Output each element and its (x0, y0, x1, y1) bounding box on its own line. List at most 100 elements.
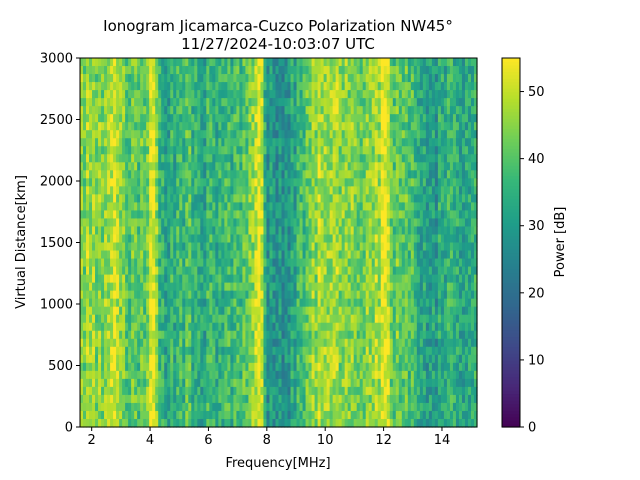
heatmap-cell (164, 106, 168, 115)
heatmap-cell (332, 186, 337, 195)
heatmap-cell (101, 322, 105, 332)
heatmap-cell (314, 210, 319, 220)
heatmap-cell (236, 58, 240, 67)
heatmap-cell (371, 242, 376, 252)
heatmap-cell (146, 146, 150, 155)
heatmap-cell (206, 170, 210, 179)
heatmap-cell (305, 66, 310, 75)
heatmap-cell (329, 354, 334, 364)
heatmap-cell (398, 234, 403, 244)
heatmap-cell (197, 298, 201, 308)
heatmap-cell (140, 130, 144, 139)
heatmap-cell (182, 386, 186, 396)
heatmap-cell (377, 410, 382, 420)
heatmap-cell (254, 250, 259, 260)
heatmap-cell (95, 186, 99, 195)
heatmap-cell (146, 162, 150, 171)
heatmap-cell (359, 386, 364, 396)
heatmap-cell (116, 194, 120, 203)
heatmap-cell (386, 306, 391, 316)
heatmap-cell (83, 370, 87, 380)
heatmap-cell (101, 90, 105, 99)
heatmap-cell (80, 90, 84, 99)
heatmap-cell (227, 178, 231, 187)
heatmap-cell (263, 330, 268, 340)
heatmap-cell (236, 338, 240, 348)
heatmap-cell (110, 154, 114, 163)
heatmap-cell (386, 186, 391, 195)
heatmap-cell (140, 250, 144, 260)
heatmap-cell (338, 274, 343, 284)
heatmap-cell (86, 74, 90, 83)
heatmap-cell (116, 290, 120, 300)
heatmap-cell (116, 202, 120, 212)
heatmap-cell (107, 162, 111, 171)
heatmap-cell (239, 354, 244, 364)
heatmap-cell (368, 362, 373, 372)
heatmap-cell (122, 378, 126, 388)
heatmap-cell (320, 266, 325, 276)
heatmap-cell (281, 74, 286, 83)
heatmap-cell (266, 202, 271, 212)
heatmap-cell (143, 354, 147, 364)
heatmap-cell (317, 186, 322, 195)
heatmap-cell (335, 202, 340, 212)
heatmap-cell (137, 194, 141, 203)
heatmap-cell (212, 178, 216, 187)
heatmap-cell (161, 346, 165, 356)
heatmap-cell (392, 418, 397, 428)
heatmap-cell (215, 370, 219, 380)
heatmap-cell (80, 362, 84, 372)
heatmap-cell (371, 122, 376, 131)
heatmap-cell (332, 202, 337, 212)
heatmap-cell (323, 274, 328, 284)
heatmap-cell (188, 218, 192, 228)
heatmap-cell (242, 90, 247, 99)
heatmap-cell (311, 66, 316, 75)
heatmap-cell (101, 82, 105, 91)
heatmap-cell (206, 194, 210, 203)
heatmap-cell (119, 370, 123, 380)
heatmap-cell (218, 370, 222, 380)
heatmap-cell (137, 370, 141, 380)
heatmap-cell (404, 82, 409, 91)
heatmap-cell (317, 418, 322, 428)
heatmap-cell (125, 186, 129, 195)
heatmap-cell (167, 386, 171, 396)
heatmap-cell (254, 130, 259, 139)
heatmap-cell (206, 346, 210, 356)
heatmap-cell (377, 306, 382, 316)
heatmap-cell (89, 242, 93, 252)
heatmap-cell (293, 386, 298, 396)
heatmap-cell (374, 266, 379, 276)
heatmap-cell (185, 362, 189, 372)
heatmap-cell (275, 362, 280, 372)
heatmap-cell (284, 146, 289, 155)
heatmap-cell (314, 106, 319, 115)
heatmap-cell (386, 154, 391, 163)
heatmap-cell (335, 90, 340, 99)
heatmap-cell (302, 98, 307, 107)
heatmap-cell (290, 122, 295, 131)
heatmap-cell (197, 82, 201, 91)
heatmap-cell (221, 146, 225, 155)
heatmap-cell (392, 330, 397, 340)
heatmap-cell (224, 362, 228, 372)
heatmap-cell (215, 106, 219, 115)
heatmap-cell (242, 242, 247, 252)
heatmap-cell (260, 194, 265, 203)
heatmap-cell (338, 146, 343, 155)
heatmap-cell (191, 282, 195, 292)
heatmap-cell (263, 386, 268, 396)
heatmap-cell (176, 258, 180, 268)
heatmap-cell (371, 250, 376, 260)
heatmap-cell (341, 306, 346, 316)
heatmap-cell (224, 354, 228, 364)
heatmap-cell (395, 66, 400, 75)
heatmap-cell (260, 210, 265, 220)
heatmap-cell (341, 322, 346, 332)
heatmap-cell (152, 74, 156, 83)
heatmap-cell (197, 210, 201, 220)
heatmap-cell (329, 66, 334, 75)
heatmap-cell (212, 114, 216, 123)
